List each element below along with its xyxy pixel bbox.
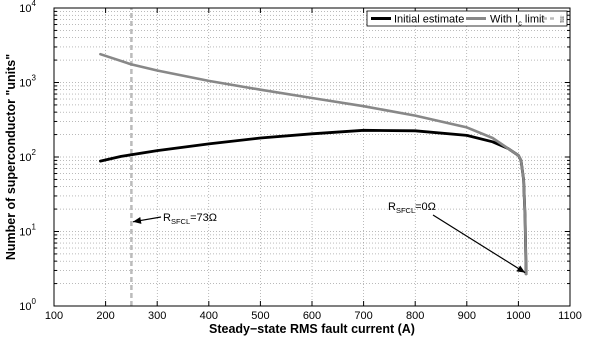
y-axis-label: Number of superconductor "units" (4, 54, 18, 260)
annotation-arrow-rsfcl-0-shaft (432, 214, 526, 274)
legend: Initial estimate With Ic limit Load curr… (366, 10, 568, 28)
annotation-rsfcl-73: RSFCL=73Ω (163, 212, 217, 226)
x-tick-label: 400 (200, 310, 218, 322)
y-tick-label: 101 (19, 223, 36, 239)
x-tick-label: 1100 (558, 310, 582, 322)
annotation-arrow-rsfcl-0-head (516, 265, 526, 273)
x-tick-label: 600 (303, 310, 321, 322)
x-axis-label: Steady−state RMS fault current (A) (209, 322, 415, 336)
y-tick-label: 104 (19, 0, 36, 15)
series-with-i-c-limit (99, 52, 528, 276)
legend-label-load-current: Load current (560, 14, 564, 26)
annotation-arrow-rsfcl-73-head (132, 216, 142, 224)
y-tick-label: 100 (19, 297, 36, 313)
x-tick-label: 200 (96, 310, 114, 322)
x-tick-label: 100 (45, 310, 63, 322)
annotation-rsfcl-0: RSFCL=0Ω (388, 201, 436, 215)
y-tick-labels: 100 101 102 103 104 (19, 0, 36, 313)
annotations: RSFCL=73Ω RSFCL=0Ω (132, 201, 526, 274)
x-tick-label: 1000 (506, 310, 530, 322)
x-tick-labels: 100 200 300 400 500 600 700 800 900 1000 1100 (45, 310, 582, 322)
legend-label-ic-limit: With Ic limit (490, 14, 544, 28)
y-tick-label: 102 (19, 148, 36, 164)
x-tick-label: 700 (354, 310, 372, 322)
x-tick-label: 900 (458, 310, 476, 322)
annotation-arrows (132, 214, 526, 274)
axis-ticks (53, 8, 571, 307)
x-tick-label: 800 (406, 310, 424, 322)
legend-label-initial-estimate: Initial estimate (394, 14, 464, 26)
y-tick-label: 103 (19, 74, 36, 90)
x-tick-label: 500 (251, 310, 269, 322)
data-series (99, 8, 528, 306)
x-tick-label: 300 (148, 310, 166, 322)
